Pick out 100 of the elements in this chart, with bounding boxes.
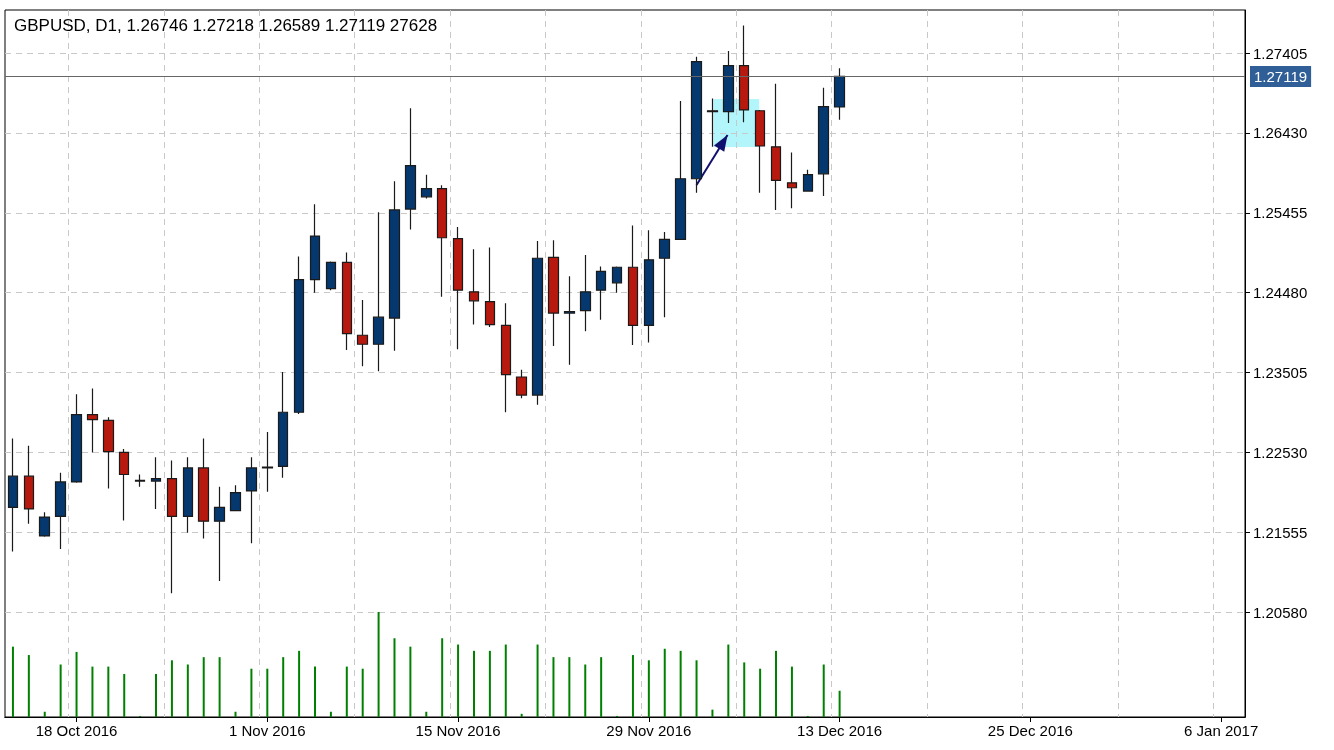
candlestick	[54, 472, 67, 550]
bar	[170, 660, 173, 717]
bar	[759, 668, 762, 717]
bar	[838, 690, 841, 717]
candlestick	[150, 456, 162, 510]
y-tick-label: 1.23505	[1253, 364, 1308, 382]
x-tick-label: 15 Nov 2016	[415, 722, 501, 739]
candlestick	[817, 87, 830, 197]
candlestick	[515, 369, 528, 399]
x-tick-label: 13 Dec 2016	[797, 722, 883, 739]
candlestick	[500, 302, 512, 413]
bar	[409, 646, 412, 717]
candlestick	[213, 486, 226, 582]
bar	[457, 644, 460, 717]
candlestick	[277, 371, 289, 479]
y-tick-label: 1.27405	[1253, 44, 1308, 62]
bar	[775, 650, 778, 717]
candlestick	[436, 184, 448, 298]
candlestick	[309, 203, 321, 294]
bar	[250, 668, 253, 717]
candlestick	[611, 265, 623, 294]
bar	[568, 657, 571, 717]
candlestick	[643, 229, 655, 344]
bar	[488, 650, 491, 717]
candlestick	[627, 224, 639, 346]
x-tick-label: 1 Nov 2016	[228, 722, 306, 739]
candlestick	[722, 50, 735, 124]
bar	[123, 673, 126, 717]
candlestick	[690, 56, 703, 194]
y-tick-label: 1.21555	[1253, 523, 1308, 541]
bar	[59, 664, 62, 717]
bar	[377, 612, 380, 717]
candlestick	[229, 484, 242, 512]
bar	[298, 650, 301, 717]
bar	[679, 650, 682, 717]
candlestick	[388, 180, 401, 352]
candlestick	[420, 174, 433, 200]
bar	[107, 666, 110, 717]
candlestick	[802, 169, 814, 192]
candlestick	[404, 107, 417, 231]
candlestick	[786, 151, 798, 209]
bar	[504, 644, 507, 717]
candlestick	[102, 416, 115, 490]
candlestick	[182, 456, 194, 534]
x-tick-label: 29 Nov 2016	[606, 722, 692, 739]
candlestick	[70, 393, 83, 484]
bar	[329, 711, 332, 717]
y-tick-label: 1.24480	[1253, 284, 1308, 302]
x-tick-label: 25 Dec 2016	[987, 722, 1073, 739]
candlestick	[293, 255, 305, 415]
bar	[11, 646, 14, 717]
bar	[822, 664, 825, 717]
candlestick	[118, 448, 130, 521]
candlestick	[674, 100, 687, 240]
candlestick	[595, 265, 607, 321]
bar	[43, 711, 46, 717]
candlestick	[754, 109, 766, 194]
candlestick	[134, 473, 146, 488]
candlestick	[372, 211, 385, 372]
candlestick	[738, 24, 750, 123]
bar	[695, 660, 698, 717]
candlestick	[197, 437, 210, 540]
bar	[790, 666, 793, 717]
bar	[393, 638, 396, 717]
bar	[584, 664, 587, 717]
bar	[361, 668, 364, 717]
candlestick	[563, 275, 576, 366]
bar	[234, 711, 237, 717]
candlestick	[770, 83, 782, 211]
candlestick	[7, 437, 19, 553]
candlestick	[166, 459, 178, 594]
bar	[727, 644, 730, 717]
bar	[552, 657, 555, 717]
bar	[520, 713, 523, 717]
bar	[631, 655, 634, 717]
x-tick-label: 6 Jan 2017	[1184, 722, 1259, 739]
bar	[91, 666, 94, 717]
candlestick	[245, 456, 258, 544]
bar	[472, 650, 475, 717]
bar	[441, 638, 444, 717]
bar	[282, 657, 285, 717]
bar	[663, 648, 666, 717]
candlestick	[658, 231, 671, 318]
bar	[743, 662, 746, 717]
candlestick	[531, 240, 544, 406]
candlestick	[452, 226, 464, 350]
bar	[711, 709, 714, 717]
chart-title: GBPUSD, D1, 1.26746 1.27218 1.26589 1.27119 27628	[14, 16, 438, 35]
y-tick-label: 1.26430	[1253, 124, 1308, 142]
candlestick	[325, 260, 337, 291]
candlestick	[484, 246, 496, 328]
bar	[218, 657, 221, 717]
ref-line-label: 1.27119	[1254, 67, 1308, 85]
bar	[536, 644, 539, 717]
candlestick	[356, 299, 369, 367]
bar	[600, 657, 603, 717]
candlestick	[23, 445, 35, 525]
bar	[345, 666, 348, 717]
candlestick	[706, 97, 719, 148]
y-tick-label: 1.25455	[1253, 204, 1308, 222]
